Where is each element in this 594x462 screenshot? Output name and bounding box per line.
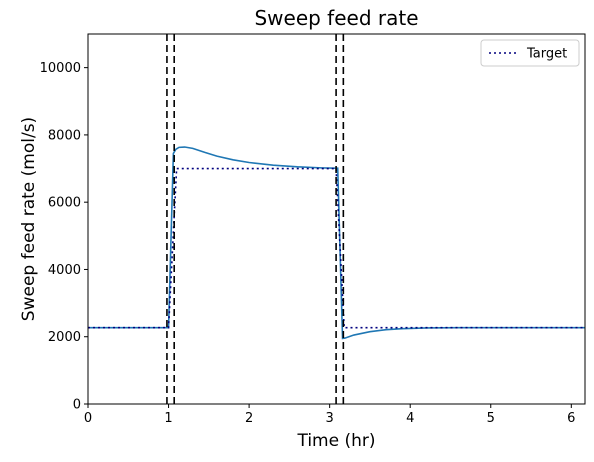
axes-frame [87, 33, 586, 405]
y-axis: 0 2000 4000 6000 8000 10000 [40, 61, 88, 413]
legend-box [480, 39, 580, 67]
y-tick-label: 8000 [48, 128, 81, 143]
lines-layer [88, 146, 585, 340]
chart-title: Sweep feed rate [254, 6, 418, 30]
y-tick-label: 2000 [48, 330, 81, 345]
x-axis-label: Time (hr) [296, 431, 375, 451]
x-tick-label: 3 [326, 411, 334, 426]
x-tick-label: 0 [84, 411, 92, 426]
x-tick-label: 1 [164, 411, 172, 426]
x-tick-label: 4 [406, 411, 414, 426]
event-markers [166, 34, 345, 404]
y-tick-label: 4000 [48, 263, 81, 278]
y-tick-label: 0 [73, 398, 81, 413]
plot-area [87, 33, 586, 405]
y-tick-label: 10000 [40, 61, 81, 76]
legend-label-target: Target [526, 47, 567, 62]
x-tick-label: 2 [245, 411, 253, 426]
y-axis-label: Sweep feed rate (mol/s) [19, 117, 39, 321]
x-tick-label: 6 [567, 411, 575, 426]
legend: Target [480, 39, 580, 67]
y-tick-label: 6000 [48, 196, 81, 211]
x-tick-label: 5 [487, 411, 495, 426]
series-line-actual [88, 146, 585, 340]
x-axis: 0 1 2 3 4 5 6 [84, 404, 575, 426]
